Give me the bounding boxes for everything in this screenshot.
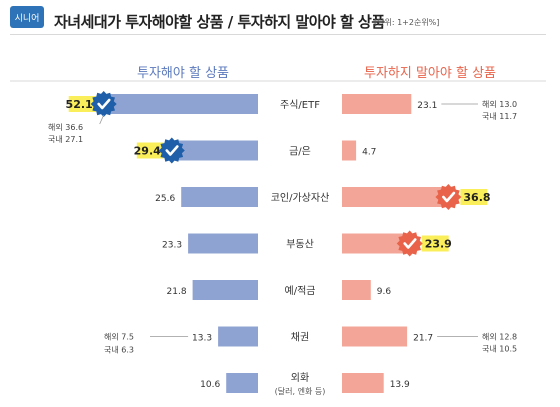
category-label: 주식/ETF: [280, 99, 320, 111]
right-check-mark-icon: [442, 191, 456, 203]
left-check-mark-icon: [97, 98, 111, 110]
right-bar: [342, 94, 412, 114]
right-value-label: 4.7: [362, 148, 376, 158]
left-bar: [101, 94, 258, 114]
left-value-label: 13.3: [192, 334, 212, 344]
right-check-badge-icon: [435, 184, 462, 210]
title-divider: [10, 34, 546, 35]
right-value-label: 9.6: [377, 287, 392, 297]
right-value-label: 23.9: [425, 238, 452, 251]
left-breakdown-label: 국내 6.3: [104, 346, 134, 355]
right-breakdown-label: 국내 10.5: [482, 345, 517, 354]
right-bar: [342, 187, 453, 207]
left-value-highlight: [68, 96, 96, 112]
category-label: 금/은: [289, 146, 311, 158]
left-bar: [192, 280, 258, 300]
left-value-label: 52.1: [66, 98, 93, 111]
category-label: 부동산: [286, 239, 314, 251]
left-breakdown-label: 해외 7.5: [104, 332, 134, 342]
category-label: 예/적금: [285, 285, 316, 297]
right-bar: [342, 326, 408, 347]
left-value-label: 29.4: [134, 145, 161, 158]
right-series-header: 투자하지 말아야 할 상품: [364, 66, 496, 81]
left-breakdown-leader: [99, 114, 105, 125]
left-value-label: 25.6: [155, 194, 175, 204]
category-label: 코인/가상자산: [271, 192, 330, 204]
left-value-label: 10.6: [200, 380, 220, 390]
left-check-mark-icon: [165, 145, 179, 156]
right-value-label: 21.7: [413, 334, 433, 344]
left-check-badge-icon: [158, 137, 185, 164]
right-value-highlight: [421, 235, 449, 252]
left-check-badge-icon: [90, 91, 117, 117]
chart-title: 자녀세대가 투자해야할 상품 / 투자하지 말아야 할 상품: [54, 13, 385, 31]
right-breakdown-label: 해외 12.8: [482, 332, 517, 342]
category-badge: 시니어: [10, 6, 44, 28]
right-check-badge-icon: [396, 230, 423, 257]
right-value-label: 23.1: [417, 101, 437, 111]
right-check-mark-icon: [403, 238, 417, 249]
right-breakdown-label: 국내 11.7: [482, 112, 517, 121]
category-label: 외화: [291, 372, 309, 384]
left-breakdown-label: 해외 36.6: [48, 122, 83, 132]
right-breakdown-label: 해외 13.0: [482, 99, 517, 109]
left-series-header: 투자해야 할 상품: [137, 66, 229, 81]
left-value-label: 21.8: [167, 287, 187, 297]
category-note: (달러, 엔화 등): [275, 386, 326, 396]
left-value-label: 23.3: [162, 241, 182, 251]
right-bar: [342, 280, 371, 300]
left-bar: [188, 233, 258, 254]
left-bar: [181, 187, 258, 207]
right-value-highlight: [460, 189, 488, 205]
right-bar: [342, 373, 384, 393]
right-bar: [342, 140, 357, 161]
category-label: 채권: [291, 332, 309, 344]
right-value-label: 13.9: [390, 380, 410, 390]
left-breakdown-label: 국내 27.1: [48, 135, 83, 144]
unit-label: [단위: 1+2순위%]: [374, 18, 440, 27]
left-bar: [218, 326, 258, 347]
right-bar: [342, 233, 414, 254]
left-value-highlight: [136, 142, 164, 159]
left-bar: [226, 373, 258, 393]
right-value-label: 36.8: [463, 191, 490, 204]
left-bar: [169, 140, 258, 161]
